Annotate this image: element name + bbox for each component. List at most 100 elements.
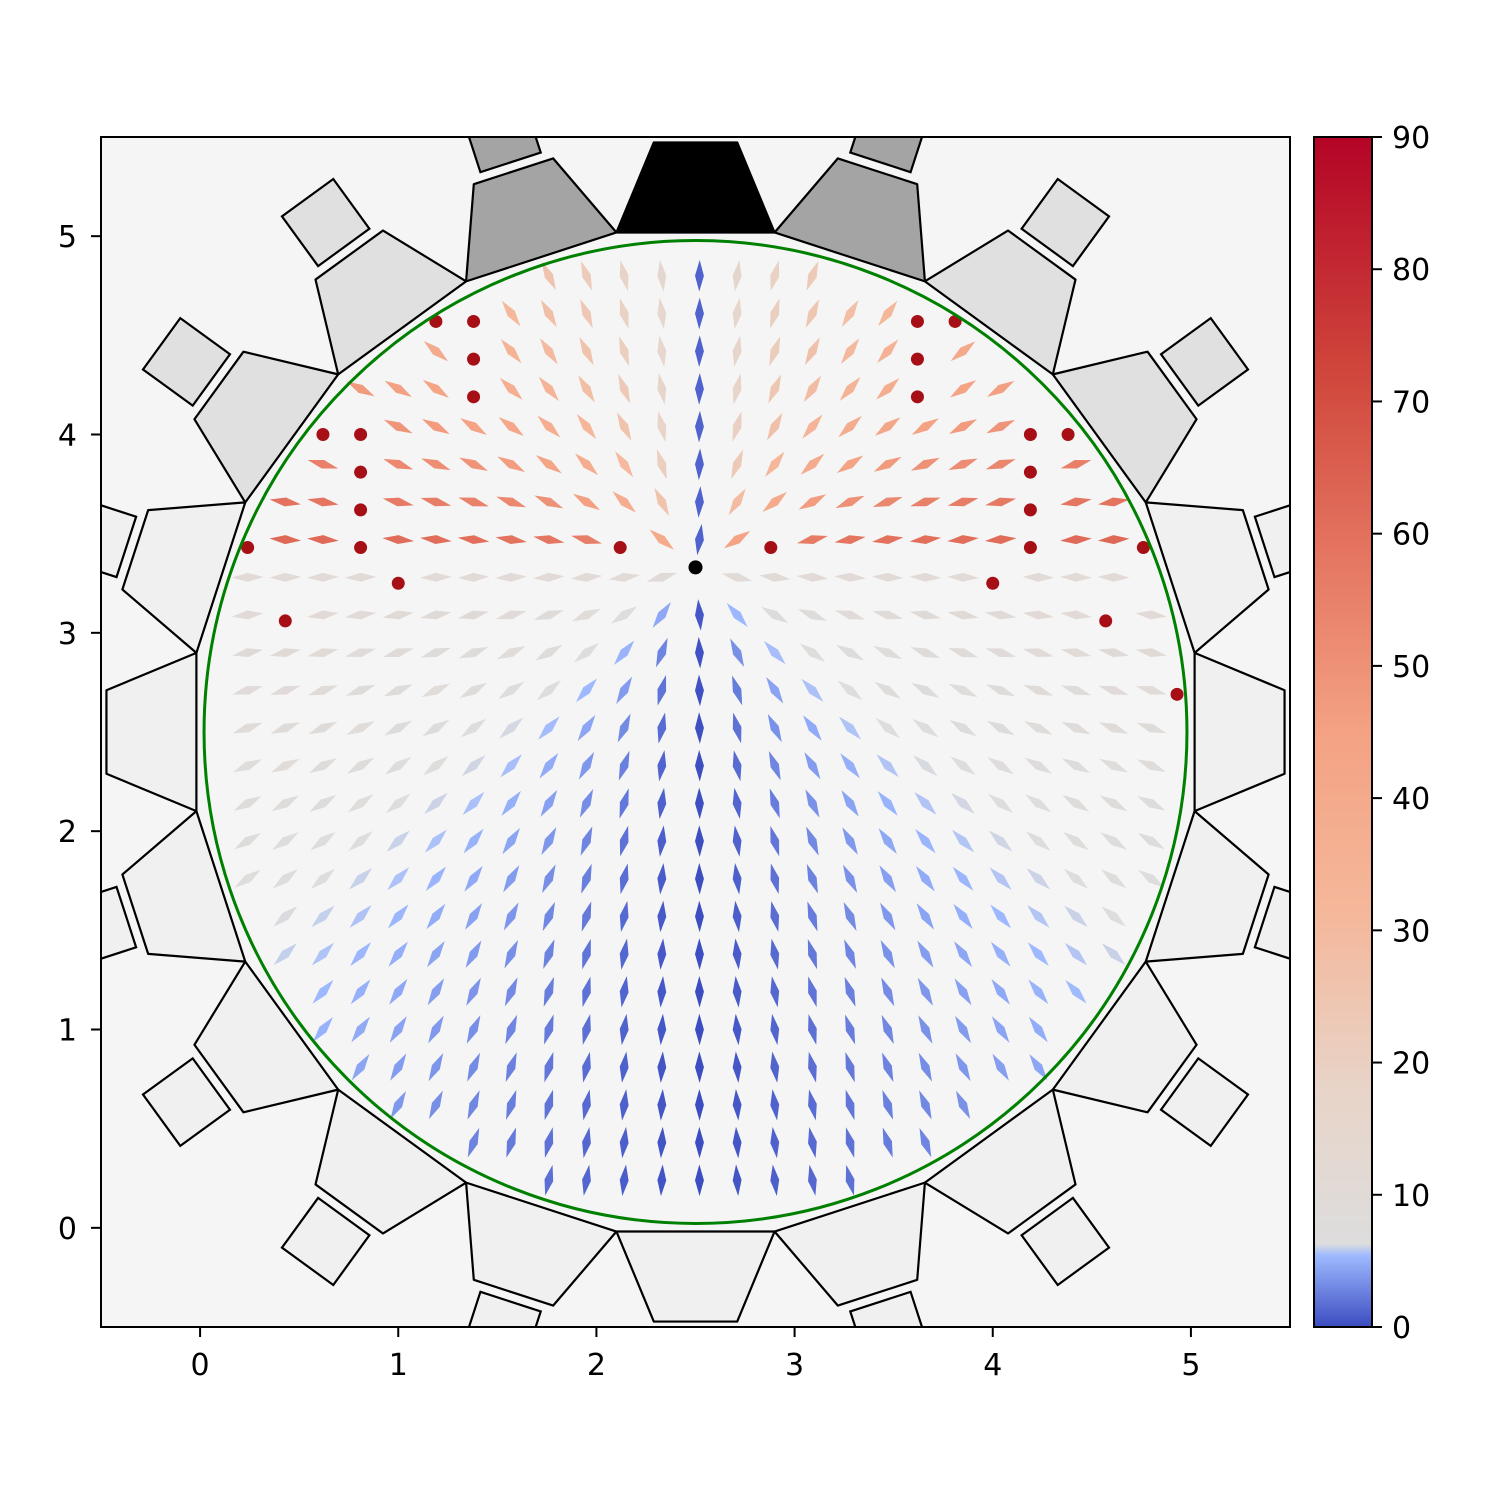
axes-frame bbox=[100, 136, 1291, 1328]
quiver-arrow bbox=[307, 648, 339, 658]
detector-box bbox=[467, 1290, 543, 1327]
quiver-arrow bbox=[874, 417, 901, 436]
quiver-arrow bbox=[1099, 795, 1128, 812]
quiver-arrow bbox=[845, 1164, 855, 1196]
quiver-arrow bbox=[619, 1013, 629, 1046]
quiver-arrow bbox=[420, 572, 452, 582]
quiver-arrow bbox=[874, 681, 902, 699]
quiver-arrow bbox=[913, 755, 938, 777]
quiver-arrow bbox=[730, 638, 745, 667]
detector-segment bbox=[314, 1088, 468, 1235]
quiver-arrow bbox=[947, 610, 979, 620]
quiver-arrow bbox=[1100, 832, 1127, 850]
quiver-arrow bbox=[233, 759, 263, 773]
detector-box bbox=[1253, 504, 1290, 579]
quiver-arrow bbox=[618, 750, 630, 781]
quiver-arrow bbox=[695, 975, 704, 1008]
quiver-arrow bbox=[544, 1051, 554, 1083]
quiver-arrow bbox=[272, 869, 298, 889]
quiver-arrow bbox=[695, 1126, 704, 1159]
detector-box bbox=[280, 1196, 371, 1287]
detector-segment bbox=[193, 350, 340, 504]
quiver-arrow bbox=[571, 608, 602, 622]
quiver-arrow bbox=[273, 906, 298, 927]
quiver-arrow bbox=[770, 1126, 780, 1159]
quiver-arrow bbox=[762, 491, 787, 513]
quiver-arrow bbox=[350, 942, 371, 967]
quiver-arrow bbox=[619, 260, 629, 292]
quiver-arrow bbox=[802, 414, 823, 439]
quiver-arrow bbox=[497, 456, 526, 472]
quiver-arrow bbox=[542, 864, 556, 894]
quiver-arrow bbox=[954, 941, 973, 968]
quiver-arrow bbox=[840, 338, 860, 365]
colorbar-tick-label: 40 bbox=[1392, 782, 1430, 817]
quiver-arrow bbox=[871, 572, 904, 582]
quiver-arrow bbox=[543, 976, 555, 1007]
quiver-arrow bbox=[617, 713, 631, 743]
quiver-arrow bbox=[307, 535, 339, 545]
quiver-arrow bbox=[770, 1089, 780, 1121]
quiver-arrow bbox=[988, 793, 1014, 814]
quiver-arrow bbox=[841, 299, 859, 328]
quiver-arrow bbox=[502, 827, 521, 855]
quiver-arrow bbox=[467, 1127, 480, 1158]
quiver-arrow bbox=[948, 458, 978, 470]
quiver-arrow bbox=[462, 791, 485, 815]
quiver-arrow bbox=[421, 419, 450, 435]
quiver-arrow bbox=[580, 260, 593, 291]
quiver-arrow bbox=[912, 718, 939, 738]
quiver-arrow bbox=[878, 828, 897, 855]
vertical-marker bbox=[467, 390, 481, 404]
quiver-arrow bbox=[533, 610, 564, 620]
quiver-arrow bbox=[1060, 648, 1092, 658]
quiver-arrow bbox=[420, 497, 452, 507]
quiver-arrow bbox=[657, 411, 667, 442]
quiver-arrow bbox=[1060, 685, 1092, 696]
quiver-arrow bbox=[535, 455, 562, 474]
quiver-arrow bbox=[615, 451, 634, 478]
quiver-arrow bbox=[695, 825, 704, 857]
quiver-arrow bbox=[574, 453, 599, 476]
quiver-arrow bbox=[382, 535, 415, 545]
quiver-arrow bbox=[1029, 1054, 1048, 1081]
quiver-arrow bbox=[1028, 979, 1049, 1005]
quiver-arrow bbox=[803, 715, 822, 741]
quiver-arrow bbox=[503, 865, 520, 893]
quiver-arrow bbox=[1025, 831, 1051, 851]
quiver-arrow bbox=[732, 825, 742, 857]
quiver-arrow bbox=[495, 535, 527, 545]
quiver-arrow bbox=[657, 976, 667, 1008]
quiver-arrow bbox=[770, 298, 780, 329]
quiver-arrow bbox=[990, 941, 1011, 967]
quiver-arrow bbox=[495, 572, 528, 582]
quiver-arrow bbox=[808, 1127, 817, 1159]
quiver-arrow bbox=[345, 684, 376, 696]
quiver-arrow bbox=[873, 456, 902, 472]
quiver-arrow bbox=[799, 643, 826, 663]
quiver-arrow bbox=[770, 863, 780, 895]
quiver-arrow bbox=[578, 375, 595, 403]
quiver-arrow bbox=[732, 712, 742, 744]
quiver-arrow bbox=[310, 868, 336, 889]
x-axis: 0 1 2 3 4 5 bbox=[191, 1327, 1200, 1383]
quiver-arrow bbox=[695, 335, 704, 368]
quiver-arrow bbox=[581, 901, 592, 932]
quiver-arrow bbox=[657, 787, 667, 820]
quiver-arrow bbox=[308, 758, 337, 774]
quiver-arrow bbox=[1097, 497, 1130, 507]
quiver-arrow bbox=[1063, 868, 1089, 889]
quiver-arrow bbox=[571, 535, 602, 544]
y-tick-label: 0 bbox=[58, 1212, 77, 1247]
quiver-arrow bbox=[460, 418, 487, 436]
quiver-arrow bbox=[1138, 869, 1165, 888]
quiver-arrow bbox=[882, 1127, 893, 1158]
quiver-arrow bbox=[385, 793, 411, 814]
quiver-arrow bbox=[845, 1052, 855, 1083]
quiver-arrow bbox=[732, 411, 742, 442]
quiver-arrow bbox=[385, 756, 412, 775]
vertical-marker bbox=[1023, 465, 1037, 479]
detector-segment bbox=[314, 229, 468, 376]
detector-segment bbox=[464, 157, 618, 283]
quiver-arrow bbox=[613, 640, 635, 665]
